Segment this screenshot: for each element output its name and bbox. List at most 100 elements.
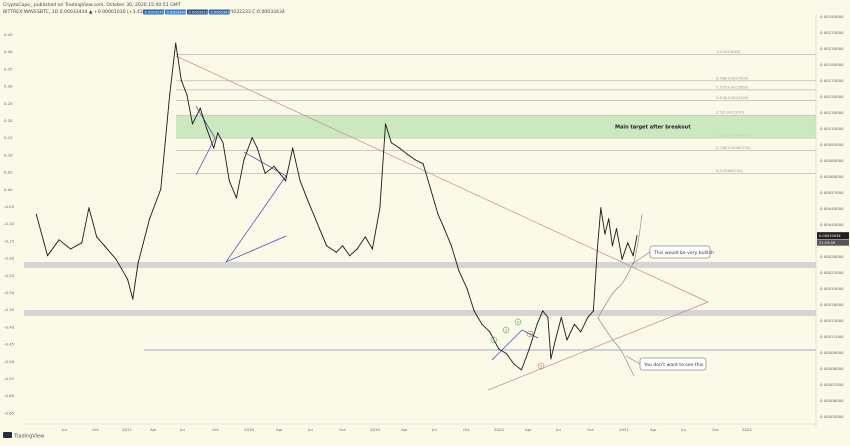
price-point [406,153,408,155]
ohlc-badge [143,9,164,15]
bullish-callout-text: This would be very bullish [653,250,714,256]
bullish-projection [597,213,643,319]
wave-label: 1 [493,337,496,342]
right-axis-tick: 0.00040000 [820,222,844,227]
price-point [191,123,194,125]
ohlc-badge-value: 0.00032404 [145,10,167,14]
price-point [437,213,439,215]
support-band [24,310,816,316]
right-axis-tick: 0.00130000 [820,110,844,115]
price-point [621,258,623,260]
right-axis-tick: 0.00057000 [820,190,844,195]
price-point [160,188,162,190]
price-point [430,188,432,190]
wave-label-circle [526,330,534,338]
flag-pattern [195,105,216,176]
bearish-projection [597,317,635,377]
price-point [149,218,151,220]
right-axis-tick: 0.00006000 [820,398,844,403]
price-point [58,239,60,241]
ohlc-badge-value: 0.00033449 [167,10,189,14]
price-point [422,163,424,165]
right-axis-tick: 0.00019000 [820,286,844,291]
triangle-pattern [225,151,287,263]
target-zone-label: Main target after breakout [615,125,691,131]
price-point [70,248,72,250]
left-axis-tick: 0.20 [4,118,13,123]
resistance-band [24,262,816,268]
price-point [573,323,575,325]
price-point [243,159,245,161]
price-point [596,251,598,253]
tradingview-brand: TradingView [13,434,44,440]
price-point [342,245,344,247]
price-point [228,180,230,182]
countdown-value: 21:19:09 [819,241,836,245]
price-point [399,147,401,149]
fib-level-label: 0.705(0.0015800) [716,85,749,89]
right-axis-tick: 0.00150000 [820,94,844,99]
price-point [96,236,98,238]
left-axis-tick: -0.20 [4,256,15,261]
price-point [550,358,552,360]
x-axis-tick: Jul [680,427,686,432]
x-axis-tick: Oct [712,427,719,432]
left-axis-tick: -0.55 [4,376,15,381]
left-axis-tick: 0.35 [4,66,13,71]
price-point [46,255,49,257]
price-point [592,310,594,312]
price-point [81,242,83,244]
right-axis-tick: 0.00028000 [820,254,844,259]
left-axis-tick: 0.15 [4,135,13,140]
wave-label-circle [514,318,522,326]
price-point [256,147,258,149]
ascending-trendline [487,301,709,391]
price-point [371,248,373,250]
right-axis-tick: 0.00230000 [820,46,844,51]
price-point [473,310,475,312]
price-point [542,310,544,312]
ohlc-badge [209,9,230,15]
price-point [458,270,460,272]
price-point [180,79,182,81]
x-axis-tick: Apr [150,427,157,432]
fib-level-label: 0.5(0.0012070) [716,111,745,115]
price-point [615,228,618,230]
x-axis-tick: 2018 [244,427,254,432]
price-point [611,245,613,247]
x-axis-tick: Apr [525,427,532,432]
price-point [217,132,219,134]
price-point [349,255,351,257]
left-axis-tick: -0.60 [4,393,15,398]
price-point [364,236,366,238]
price-point [235,197,237,199]
price-point [326,245,328,247]
price-point [604,233,606,235]
ohlc-badge [187,9,208,15]
price-point [115,258,117,260]
fib-level-label: 0.236(0.00082720) [716,146,751,150]
price-point [528,348,530,350]
right-axis-tick: 0.00190000 [820,62,844,67]
price-point [554,339,556,341]
price-point [600,207,602,209]
left-axis-tick: 0.25 [4,101,13,106]
bearish-callout-text: You don't want to see this [643,362,704,368]
right-axis-tick: 0.00080000 [820,158,844,163]
ohlc-badge [165,9,186,15]
x-axis-tick: Jul [179,427,185,432]
ohlc-badges: 0.00032404 0.00033449 0.00032233 0.00033434 [143,9,233,15]
price-point [264,172,266,174]
price-point [608,218,610,220]
x-axis-tick: Oct [463,427,470,432]
x-axis-tick: Apr [276,427,283,432]
price-point [450,245,452,247]
price-point [384,123,387,125]
x-axis-tick: Jul [307,427,313,432]
price-point [213,147,215,149]
last-price-value: 0.00033434 [819,234,841,238]
x-axis-tick: Apr [401,427,408,432]
fib-level-label: 0(0.00064740) [716,169,743,173]
x-axis-tick: 2022 [742,427,752,432]
